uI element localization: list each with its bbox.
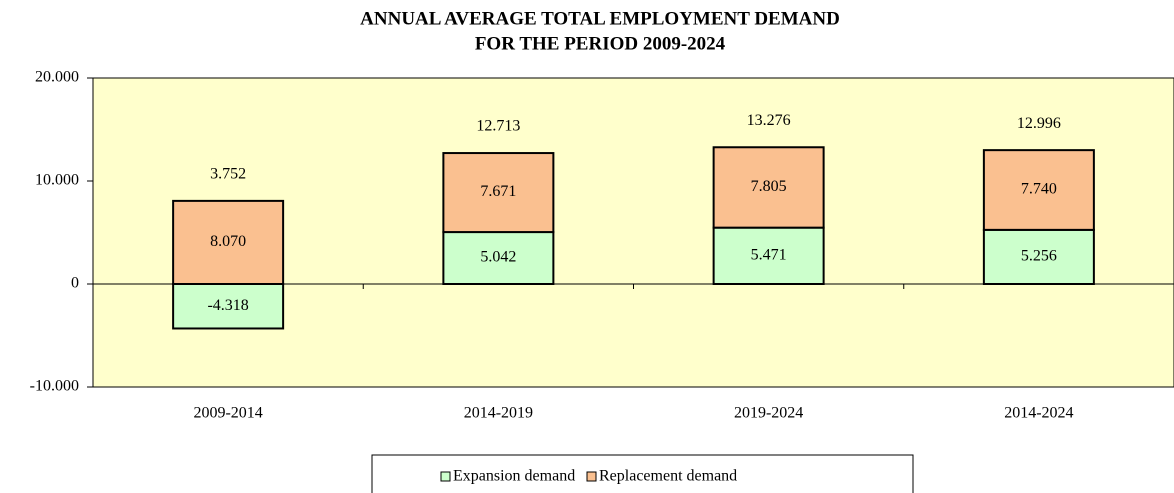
y-tick-label: -10.000	[30, 378, 79, 395]
bar-segment	[712, 146, 825, 229]
data-label: 7.671	[480, 183, 516, 200]
total-label: 13.276	[747, 112, 791, 129]
chart-title: ANNUAL AVERAGE TOTAL EMPLOYMENT DEMAND	[360, 8, 840, 29]
total-label: 3.752	[210, 166, 246, 183]
y-tick-label: 20.000	[35, 69, 79, 86]
legend-swatch	[440, 471, 451, 482]
legend-box	[371, 454, 914, 493]
data-label: 7.740	[1021, 181, 1057, 198]
y-tick-label: 0	[71, 275, 79, 292]
y-tick-label: 10.000	[35, 172, 79, 189]
legend-label: Expansion demand	[453, 468, 575, 485]
data-label: 5.471	[751, 246, 787, 263]
bar-segment	[442, 152, 555, 234]
bar-segment	[982, 149, 1095, 231]
data-label: 8.070	[210, 233, 246, 250]
legend-swatch	[586, 471, 597, 482]
chart-title: FOR THE PERIOD 2009-2024	[475, 33, 726, 54]
x-tick-label: 2009-2014	[193, 405, 262, 422]
total-label: 12.996	[1017, 115, 1061, 132]
data-label: 5.256	[1021, 248, 1057, 265]
x-tick-label: 2019-2024	[734, 405, 803, 422]
data-label: 7.805	[751, 178, 787, 195]
x-tick-label: 2014-2019	[464, 405, 533, 422]
x-tick-label: 2014-2024	[1004, 405, 1073, 422]
bar-segment	[712, 226, 825, 285]
data-label: 5.042	[480, 249, 516, 266]
legend-label: Replacement demand	[599, 468, 737, 485]
total-label: 12.713	[476, 118, 520, 135]
bar-segment	[172, 283, 285, 330]
bar-segment	[172, 199, 285, 285]
bar-segment	[442, 231, 555, 285]
data-label: -4.318	[207, 297, 248, 314]
